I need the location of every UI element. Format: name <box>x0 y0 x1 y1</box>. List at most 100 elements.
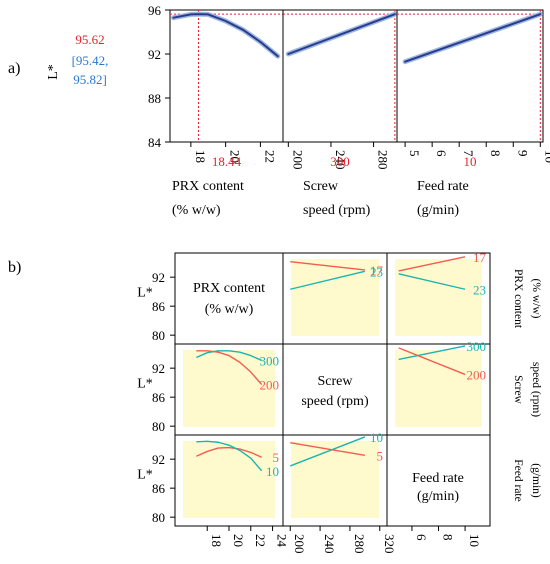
factor-unit-label: (% w/w) <box>172 203 221 218</box>
y-tick-label: 92 <box>152 361 165 376</box>
subplot-frame <box>396 9 544 143</box>
series-line <box>398 256 466 272</box>
x-tick-label: 7 <box>461 150 476 157</box>
subplot-2: 5 6 7 8 9 10 10 Feed rate (g/min) <box>396 9 550 218</box>
series-label: 17 <box>370 263 384 278</box>
series-line <box>289 436 366 467</box>
y-tick-label: 86 <box>152 481 166 496</box>
x-tick-label: 10 <box>467 534 482 547</box>
response-curve <box>287 13 396 55</box>
series-label: 5 <box>273 450 280 465</box>
series-line <box>196 440 263 472</box>
y-tick-label: 80 <box>152 328 165 343</box>
ci-low: [95.42, <box>72 53 109 68</box>
interaction-cell-2-1: 105 <box>289 430 384 467</box>
series-label: 200 <box>260 378 280 393</box>
interaction-cell-bg <box>183 350 275 427</box>
ci-high: 95.82] <box>73 72 107 87</box>
diagonal-factor-unit: speed (rpm) <box>301 394 369 409</box>
series-label: 23 <box>473 282 486 297</box>
panel-label: b) <box>8 259 21 276</box>
optimal-x-label: 18.44 <box>212 154 242 169</box>
series-label: 300 <box>467 339 487 354</box>
factor-label: PRX content <box>172 179 244 194</box>
y-tick-label: 84 <box>148 135 162 150</box>
series-label: 200 <box>467 367 487 382</box>
series-label: 5 <box>377 448 384 463</box>
subplot-frame <box>169 9 284 143</box>
x-tick-label: 22 <box>262 150 277 163</box>
x-tick-label: 6 <box>414 534 429 541</box>
x-tick-label: 8 <box>441 534 456 541</box>
interaction-cell-1-2: 300 200 <box>398 339 487 382</box>
series-label: 17 <box>473 250 487 265</box>
side-factor-unit: (g/min) <box>530 463 542 498</box>
response-curve <box>172 13 279 58</box>
interaction-cell-1-0: 300 200 <box>196 350 280 393</box>
subplot-frame <box>282 9 398 143</box>
y-tick-label: 96 <box>148 3 162 18</box>
x-tick-label: 240 <box>333 150 348 170</box>
x-tick-label: 10 <box>542 150 550 163</box>
subplot-0: 18 20 22 18.44 PRX content (% w/w) <box>169 9 284 218</box>
series-line <box>290 261 365 271</box>
diagonal-factor-label: PRX content <box>193 281 265 296</box>
diagonal-factor-label: Feed rate <box>412 471 464 486</box>
y-tick-label: 92 <box>152 270 165 285</box>
x-tick-label: 18 <box>209 534 224 547</box>
series-line <box>398 345 466 361</box>
x-tick-label: 20 <box>231 534 246 547</box>
x-tick-label: 280 <box>352 534 367 554</box>
series-line <box>398 347 466 376</box>
y-axis-label: L* <box>137 286 153 301</box>
y-tick-label: 88 <box>148 91 161 106</box>
y-tick-label: 92 <box>152 452 165 467</box>
x-tick-label: 200 <box>290 150 305 170</box>
interaction-cell-bg <box>395 350 482 427</box>
side-factor-unit: speed (rpm) <box>530 362 542 417</box>
subplot-1: 200 240 280 300 Screw speed (rpm) <box>282 9 398 218</box>
optimum-value: 95.62 <box>75 32 104 47</box>
interaction-cell-bg <box>291 441 379 518</box>
y-axis-label: L* <box>46 64 61 80</box>
factor-unit-label: speed (rpm) <box>303 203 371 218</box>
optimal-x-label: 300 <box>330 154 350 169</box>
y-tick-label: 92 <box>148 47 161 62</box>
series-label: 10 <box>370 430 383 445</box>
y-axis-label: L* <box>137 377 153 392</box>
x-tick-label: 9 <box>515 150 530 157</box>
optimal-x-label: 10 <box>464 154 477 169</box>
x-tick-label: 200 <box>292 534 307 554</box>
x-tick-label: 20 <box>228 150 243 163</box>
series-line <box>196 350 262 362</box>
diagonal-factor-unit: (% w/w) <box>205 302 254 317</box>
side-factor-label: Feed rate <box>512 459 524 501</box>
x-tick-label: 240 <box>322 534 337 554</box>
x-tick-label: 24 <box>275 534 290 548</box>
diagonal-factor-label: Screw <box>318 374 354 389</box>
y-tick-label: 80 <box>152 510 165 525</box>
x-tick-label: 18 <box>193 150 208 163</box>
x-tick-label: 280 <box>376 150 391 170</box>
interaction-cell-bg <box>395 259 482 336</box>
x-tick-label: 6 <box>434 150 449 157</box>
series-label: 300 <box>260 353 280 368</box>
interaction-cell-2-0: 510 <box>196 440 280 479</box>
series-line <box>196 446 262 458</box>
series-line <box>290 270 366 290</box>
series-label: 10 <box>266 464 279 479</box>
panel-label: a) <box>8 60 20 77</box>
series-line <box>196 350 263 386</box>
y-tick-label: 86 <box>152 299 166 314</box>
interaction-cell-bg <box>291 259 379 336</box>
x-tick-label: 8 <box>488 150 503 157</box>
factor-unit-label: (g/min) <box>417 203 459 218</box>
factor-label: Screw <box>303 179 339 194</box>
x-tick-label: 320 <box>382 534 397 554</box>
matrix-frame <box>174 252 491 527</box>
